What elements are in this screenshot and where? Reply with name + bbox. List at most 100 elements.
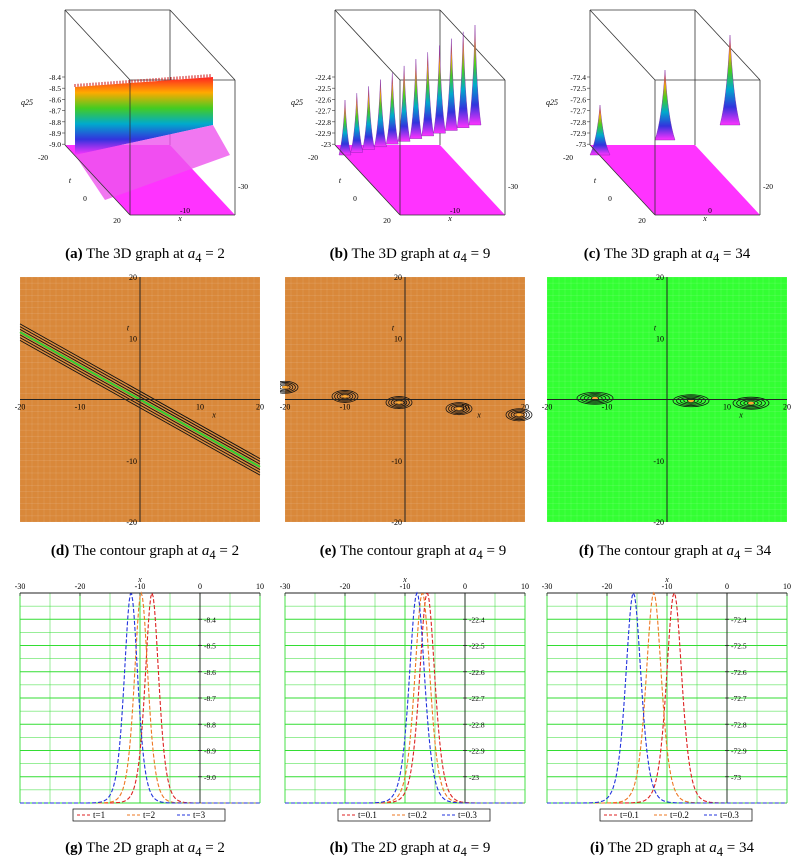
caption-a: (a) The 3D graph at a4 = 2 <box>65 246 225 265</box>
x-tick-label: -10 <box>75 403 86 412</box>
box-edge <box>589 144 656 216</box>
x-tick-label: 10 <box>256 582 264 591</box>
legend-label: t=0.2 <box>408 810 427 820</box>
contour-peak <box>516 413 522 417</box>
t-tick-label: 20 <box>113 216 121 225</box>
y-axis-label: t <box>654 323 657 332</box>
x-tick-label: 10 <box>723 403 731 412</box>
x-axis-label: x <box>137 575 142 584</box>
y-tick-label: -22.7 <box>469 694 485 703</box>
x-tick-label: -20 <box>15 403 25 412</box>
x-tick-label: -20 <box>75 582 86 591</box>
box-edge <box>589 9 656 81</box>
legend-box <box>337 808 491 822</box>
t-tick-label: -20 <box>308 153 318 162</box>
z-tick-label: -72.4 <box>570 73 586 82</box>
contour-ring <box>736 397 766 409</box>
z-tick-label: -8.4 <box>49 73 61 82</box>
y-tick-label: -8.9 <box>204 747 216 756</box>
x-tick-label: 20 <box>256 403 264 412</box>
caption-e: (e) The contour graph at a4 = 9 <box>319 543 507 562</box>
y-tick-label: -22.8 <box>469 720 485 729</box>
chart-2d-h: -30 -20 -10 0 10 x -22.4 -22.5 -22.6 -22.7 -22.8 -2… <box>280 575 529 822</box>
surface-floor <box>590 145 760 215</box>
contour-ring <box>580 393 610 404</box>
y-tick-label: 20 <box>656 273 664 282</box>
t-tick-label: 0 <box>608 194 612 203</box>
z-tick-label: -72.5 <box>570 84 586 93</box>
x-tick-label: 10 <box>461 403 469 412</box>
contour-ring <box>280 384 291 391</box>
y-tick-label: -72.6 <box>731 668 747 677</box>
y-tick-label: 20 <box>394 273 402 282</box>
t-axis-label: t <box>594 176 597 185</box>
z-tick-label: -22.8 <box>315 118 331 127</box>
surface-peak <box>433 45 446 134</box>
chart-contour-e: -20 -10 10 20 20 10 -10 -20 t x <box>280 273 533 527</box>
legend-label: t=0.1 <box>358 810 377 820</box>
contour-ring <box>508 409 530 421</box>
y-tick-label: -22.4 <box>469 615 485 624</box>
box-edge <box>64 9 131 81</box>
x-axis-label: x <box>447 214 452 223</box>
z-tick-label: -8.6 <box>49 95 61 104</box>
x-tick-label: 0 <box>708 206 712 215</box>
x-tick-label: -20 <box>763 182 773 191</box>
contour-ring <box>505 408 533 422</box>
z-tick-label: -73 <box>576 140 586 149</box>
surface-peak <box>386 72 399 145</box>
legend-box <box>599 808 753 822</box>
contour-peak <box>282 385 288 389</box>
chart-3d-a: -8.4 -8.5 -8.6 -8.7 -8.8 -8.9 -9.0 q25 -20 0 20 t -3… <box>21 9 248 225</box>
x-tick-label: -20 <box>280 403 290 412</box>
y-tick-label: -22.6 <box>469 668 485 677</box>
z-tick-label: -8.7 <box>49 107 61 116</box>
legend-label: t=1 <box>93 810 105 820</box>
z-axis-label: q25 <box>291 98 303 107</box>
contour-ring <box>743 400 759 406</box>
surface-peak <box>719 34 741 126</box>
y-tick-label: -8.8 <box>204 720 216 729</box>
legend-label: t=0.1 <box>620 810 639 820</box>
box-edge <box>334 9 401 81</box>
legend-label: t=3 <box>193 810 206 820</box>
box-edge <box>439 9 506 81</box>
x-tick-label: -10 <box>340 403 351 412</box>
legend-box <box>72 808 226 822</box>
z-axis-label: q25 <box>546 98 558 107</box>
y-tick-label: -20 <box>391 518 402 527</box>
series-line-t=0.3 <box>547 591 787 804</box>
z-tick-label: -22.9 <box>315 129 331 138</box>
z-tick-label: -22.4 <box>315 73 331 82</box>
x-tick-label: -10 <box>135 582 146 591</box>
surface-floor <box>335 145 505 215</box>
z-tick-label: -72.9 <box>570 129 586 138</box>
x-axis-label: x <box>664 575 669 584</box>
t-tick-label: 0 <box>83 194 87 203</box>
x-tick-label: 10 <box>783 582 791 591</box>
x-tick-label: 0 <box>725 582 729 591</box>
t-tick-label: 0 <box>353 194 357 203</box>
contour-ring <box>331 390 359 403</box>
contour-ring <box>576 391 614 405</box>
surface-peak <box>456 31 470 128</box>
x-tick-label: -20 <box>542 403 552 412</box>
y-tick-label: -10 <box>126 457 137 466</box>
contour-peak <box>456 407 462 411</box>
chart-contour-f: -20 -10 10 20 20 10 -10 -20 t x <box>542 273 791 527</box>
contour-peak <box>688 399 694 403</box>
x-tick-label: -10 <box>602 403 613 412</box>
surface-peak <box>445 38 458 131</box>
chart-3d-c: -72.4 -72.5 -72.6 -72.7 -72.8 -72.9 -73 q25 -20 0… <box>546 9 773 225</box>
x-axis-label: x <box>177 214 182 223</box>
box-edge <box>694 9 761 81</box>
t-tick-label: -20 <box>563 153 573 162</box>
t-tick-label: -20 <box>38 153 48 162</box>
x-tick-label: 20 <box>521 403 529 412</box>
z-tick-label: -22.6 <box>315 95 331 104</box>
legend: t=0.1 t=0.2 t=0.3 <box>337 808 491 822</box>
contour-ring <box>385 396 413 409</box>
caption-d: (d) The contour graph at a4 = 2 <box>50 543 240 562</box>
y-tick-label: -72.9 <box>731 747 747 756</box>
contour-ring <box>453 405 465 412</box>
